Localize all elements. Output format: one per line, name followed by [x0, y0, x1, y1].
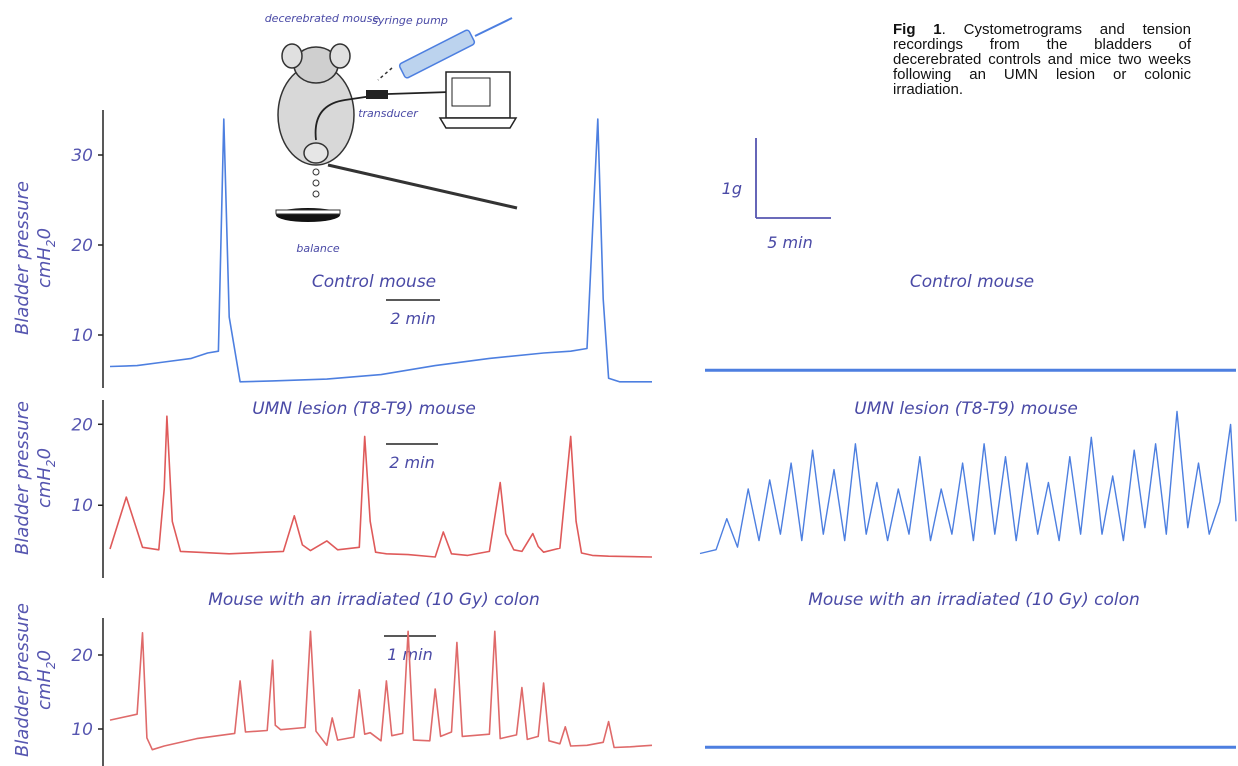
y-axis-label-main-1: Bladder pressure	[12, 401, 33, 555]
y-axis-label-end-1: 0	[34, 448, 55, 459]
y-axis-label-unit-2: cmH	[34, 669, 55, 710]
tension-scale-y-label: 1g	[722, 179, 742, 198]
y-tick-label-1-0: 20	[71, 415, 93, 435]
decerebrated-mouse-label: decerebrated mouse	[265, 12, 380, 25]
y-axis-label-main-0: Bladder pressure	[12, 181, 33, 335]
pressure-trace-0	[109, 118, 652, 383]
y-tick-label-1-1: 10	[71, 496, 93, 516]
panel-title-4: UMN lesion (T8-T9) mouse	[854, 399, 1078, 419]
y-axis-label-2: Bladder pressurecmH20	[12, 603, 58, 757]
experimental-setup-illustration: decerebrated mouse syringe pump transduc…	[265, 12, 518, 255]
transducer-icon	[366, 90, 451, 99]
y-axis-label-1: Bladder pressurecmH20	[12, 401, 58, 555]
pressure-trace-2	[109, 630, 653, 751]
syringe-pump-label: syringe pump	[372, 14, 448, 27]
y-tick-label-0-0: 30	[71, 146, 93, 166]
tension-scale-x-label: 5 min	[767, 233, 812, 252]
panel-title-2: Mouse with an irradiated (10 Gy) colon	[208, 590, 540, 610]
y-tick-label-0-1: 20	[71, 236, 93, 256]
mouse-drawing-icon	[277, 43, 518, 210]
time-scale-label-0: 2 min	[390, 309, 435, 328]
transducer-label: transducer	[358, 107, 419, 120]
panel-title-3: Control mouse	[910, 272, 1034, 292]
y-axis-label-0: Bladder pressurecmH20	[12, 181, 58, 335]
y-tick-label-2-1: 10	[71, 720, 93, 740]
y-tick-label-0-2: 10	[71, 326, 93, 346]
y-tick-label-2-0: 20	[71, 646, 93, 666]
figure-caption-label: Fig 1	[893, 21, 942, 38]
figure-caption: Fig 1. Cystometrograms and tension recor…	[893, 22, 1191, 97]
y-axis-label-sub-2: 2	[44, 661, 58, 669]
y-axis-label-unit-0: cmH	[34, 247, 55, 288]
panel-title-0: Control mouse	[312, 272, 436, 292]
syringe-pump-icon	[377, 17, 513, 81]
panel-title-5: Mouse with an irradiated (10 Gy) colon	[808, 590, 1140, 610]
panel-title-1: UMN lesion (T8-T9) mouse	[252, 399, 476, 419]
y-axis-label-sub-1: 2	[44, 459, 58, 467]
time-scale-label-1: 2 min	[389, 453, 434, 472]
tension-trace-4	[699, 410, 1237, 555]
pressure-trace-1	[109, 415, 653, 558]
balance-label: balance	[296, 242, 340, 255]
balance-icon	[275, 208, 341, 222]
computer-icon	[438, 71, 518, 129]
y-axis-label-end-0: 0	[34, 228, 55, 239]
figure-caption-text: . Cystometrograms and tension recordings…	[893, 21, 1191, 98]
y-axis-label-end-2: 0	[34, 650, 55, 661]
y-axis-label-main-2: Bladder pressure	[12, 603, 33, 757]
y-axis-label-sub-0: 2	[44, 239, 58, 247]
y-axis-label-unit-1: cmH	[34, 467, 55, 508]
